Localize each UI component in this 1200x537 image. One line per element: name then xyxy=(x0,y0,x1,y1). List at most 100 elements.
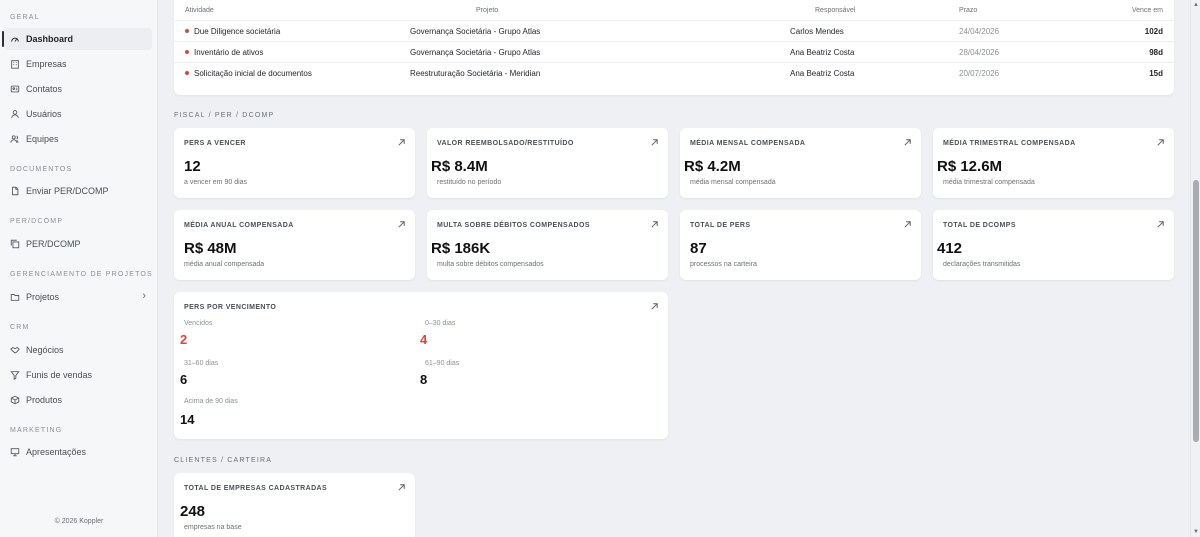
arrow-up-right-icon[interactable] xyxy=(650,302,659,311)
bucket-value: 14 xyxy=(180,412,195,427)
sidebar-item-equipes[interactable]: Equipes xyxy=(4,128,152,150)
table-row[interactable]: Solicitação inicial de documentos Reestr… xyxy=(174,63,1174,84)
bucket-label: 0–30 dias xyxy=(425,320,456,327)
sidebar-item-label: Projetos xyxy=(26,292,60,302)
sidebar-item-usuarios[interactable]: Usuários xyxy=(4,103,152,125)
card-value: 412 xyxy=(937,240,963,257)
card-value: R$ 4.2M xyxy=(684,158,741,175)
cell-vence-em: 15d xyxy=(1149,69,1163,78)
card-subtitle: empresas na base xyxy=(184,524,242,531)
metric-card-total-empresas[interactable]: TOTAL DE EMPRESAS CADASTRADAS 248 empres… xyxy=(174,473,415,537)
arrow-up-right-icon[interactable] xyxy=(397,220,406,229)
card-subtitle: a vencer em 90 dias xyxy=(184,179,248,186)
arrow-up-right-icon[interactable] xyxy=(1156,138,1165,147)
card-subtitle: restituído no período xyxy=(437,179,502,186)
table-row[interactable]: Due Diligence societária Governança Soci… xyxy=(174,21,1174,42)
col-vence-em[interactable]: Vence em xyxy=(1131,7,1163,14)
cell-vence-em: 98d xyxy=(1149,48,1163,57)
gauge-icon xyxy=(9,34,20,45)
cell-atividade: Solicitação inicial de documentos xyxy=(194,69,312,78)
col-atividade[interactable]: Atividade xyxy=(185,7,214,14)
arrow-up-right-icon[interactable] xyxy=(903,220,912,229)
card-subtitle: declarações transmitidas xyxy=(943,261,1021,268)
card-title: TOTAL DE EMPRESAS CADASTRADAS xyxy=(184,485,328,492)
card-title: MÉDIA MENSAL COMPENSADA xyxy=(690,140,806,147)
sidebar-item-label: Negócios xyxy=(26,345,64,355)
sidebar-item-label: PER/DCOMP xyxy=(26,239,81,249)
sidebar-item-empresas[interactable]: Empresas xyxy=(4,53,152,75)
card-value: R$ 8.4M xyxy=(431,158,488,175)
sidebar-section-geral: GERAL xyxy=(10,14,40,21)
metric-card-valor-reembolsado[interactable]: VALOR REEMBOLSADO/RESTITUÍDO R$ 8.4M res… xyxy=(427,128,668,198)
sidebar-item-label: Usuários xyxy=(26,109,62,119)
sidebar-item-projetos[interactable]: Projetos › xyxy=(4,286,152,308)
sidebar-item-label: Produtos xyxy=(26,395,63,405)
card-subtitle: média anual compensada xyxy=(184,261,265,268)
sidebar-item-label: Contatos xyxy=(26,84,63,94)
metric-card-media-anual[interactable]: MÉDIA ANUAL COMPENSADA R$ 48M média anua… xyxy=(174,210,415,280)
sidebar-item-label: Funis de vendas xyxy=(26,370,93,380)
sidebar-item-negocios[interactable]: Negócios xyxy=(4,339,152,361)
card-title: MULTA SOBRE DÉBITOS COMPENSADOS xyxy=(437,222,590,229)
metric-card-media-trimestral[interactable]: MÉDIA TRIMESTRAL COMPENSADA R$ 12.6M méd… xyxy=(933,128,1174,198)
card-subtitle: processos na carteira xyxy=(690,261,757,268)
funnel-icon xyxy=(9,370,20,381)
cell-prazo: 24/04/2026 xyxy=(959,27,1000,36)
cell-atividade: Inventário de ativos xyxy=(194,48,264,57)
card-title: TOTAL DE DCOMPS xyxy=(943,222,1016,229)
metric-card-multa[interactable]: MULTA SOBRE DÉBITOS COMPENSADOS R$ 186K … xyxy=(427,210,668,280)
arrow-up-right-icon[interactable] xyxy=(650,220,659,229)
sidebar-item-produtos[interactable]: Produtos xyxy=(4,389,152,411)
arrow-up-right-icon[interactable] xyxy=(650,138,659,147)
col-responsavel[interactable]: Responsável xyxy=(815,7,856,14)
metric-card-total-pers[interactable]: TOTAL DE PERS 87 processos na carteira xyxy=(680,210,921,280)
arrow-up-right-icon[interactable] xyxy=(903,138,912,147)
sidebar-section-perdcomp: PER/DCOMP xyxy=(10,218,64,225)
sidebar-item-label: Enviar PER/DCOMP xyxy=(26,186,109,196)
handshake-icon xyxy=(9,345,20,356)
col-projeto[interactable]: Projeto xyxy=(476,7,499,14)
sidebar-item-label: Apresentações xyxy=(26,447,87,457)
col-prazo[interactable]: Prazo xyxy=(959,7,978,14)
sidebar-item-dashboard[interactable]: Dashboard xyxy=(2,28,152,50)
table-row[interactable]: Inventário de ativos Governança Societár… xyxy=(174,42,1174,63)
sidebar-item-apresentacoes[interactable]: Apresentações xyxy=(4,441,152,463)
arrow-up-right-icon[interactable] xyxy=(397,483,406,492)
scroll-up-icon[interactable]: ▲ xyxy=(1193,2,1199,8)
metric-card-media-mensal[interactable]: MÉDIA MENSAL COMPENSADA R$ 4.2M média me… xyxy=(680,128,921,198)
scrollbar-thumb[interactable] xyxy=(1193,180,1199,442)
arrow-up-right-icon[interactable] xyxy=(397,138,406,147)
cell-responsavel: Carlos Mendes xyxy=(790,27,844,36)
scroll-down-icon[interactable]: ▼ xyxy=(1193,529,1199,535)
sidebar-section-gerenciamento: GERENCIAMENTO DE PROJETOS xyxy=(10,271,153,278)
metric-card-pers-a-vencer[interactable]: PERS A VENCER 12 a vencer em 90 dias xyxy=(174,128,415,198)
sidebar: GERAL Dashboard Empresas Contatos Usuári… xyxy=(0,0,158,537)
sidebar-item-perdcomp[interactable]: PER/DCOMP xyxy=(4,233,152,255)
sidebar-item-contatos[interactable]: Contatos xyxy=(4,78,152,100)
folder-icon xyxy=(9,292,20,303)
card-value: R$ 186K xyxy=(431,240,491,257)
sidebar-item-label: Equipes xyxy=(26,134,59,144)
bucket-label: 61–90 dias xyxy=(425,360,460,367)
card-title: TOTAL DE PERS xyxy=(690,222,751,229)
pers-por-vencimento-card[interactable]: PERS POR VENCIMENTO Vencidos 2 0–30 dias… xyxy=(174,292,668,439)
metric-card-total-dcomps[interactable]: TOTAL DE DCOMPS 412 declarações transmit… xyxy=(933,210,1174,280)
bucket-label: Vencidos xyxy=(184,320,213,327)
card-title: MÉDIA ANUAL COMPENSADA xyxy=(184,222,294,229)
sidebar-item-funis[interactable]: Funis de vendas xyxy=(4,364,152,386)
main-content: Atividade Projeto Responsável Prazo Venc… xyxy=(158,0,1190,537)
bucket-value: 8 xyxy=(420,372,428,387)
cell-responsavel: Ana Beatriz Costa xyxy=(790,48,855,57)
sidebar-section-marketing: MARKETING xyxy=(10,427,63,434)
chevron-right-icon[interactable]: › xyxy=(142,290,146,302)
cell-prazo: 20/07/2026 xyxy=(959,69,1000,78)
scrollbar[interactable]: ▲ ▼ xyxy=(1190,0,1200,537)
users-icon xyxy=(9,134,20,145)
arrow-up-right-icon[interactable] xyxy=(1156,220,1165,229)
activities-table: Atividade Projeto Responsável Prazo Venc… xyxy=(174,0,1174,95)
bucket-value: 2 xyxy=(180,332,188,347)
presentation-icon xyxy=(9,447,20,458)
sidebar-item-enviar-perdcomp[interactable]: Enviar PER/DCOMP xyxy=(4,180,152,202)
cell-prazo: 28/04/2026 xyxy=(959,48,1000,57)
copy-icon xyxy=(9,239,20,250)
